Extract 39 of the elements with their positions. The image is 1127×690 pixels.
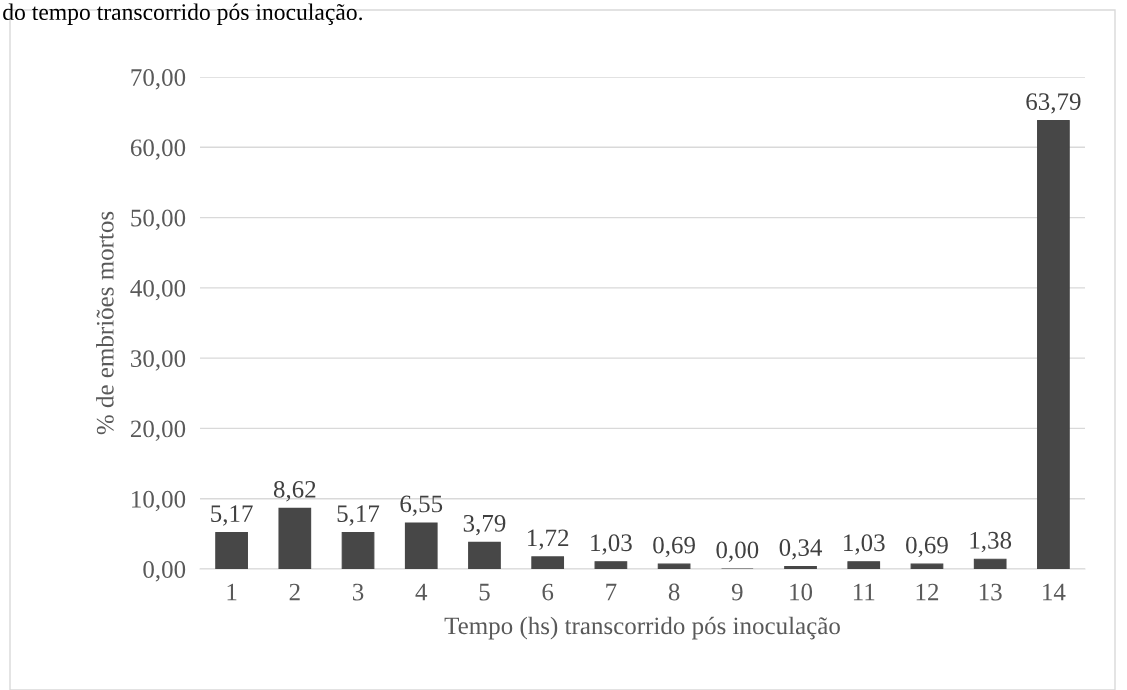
data-label: 6,55 [400,495,443,516]
y-tick-label: 60,00 [130,139,186,160]
y-tick-label: 40,00 [130,279,186,301]
x-tick-label: 5 [479,583,490,601]
data-label: 1,72 [528,529,569,550]
y-tick-label: 50,00 [131,209,186,231]
text: do tempo transcorrido pós inoculação. [3,3,362,25]
data-label: 0,34 [779,539,823,560]
data-label: 0,69 [653,536,695,558]
x-tick-label: 3 [352,583,364,601]
x-tick-label: 14 [1043,583,1066,601]
x-tick-label: 8 [668,583,680,601]
x-tick-label: 10 [790,583,813,601]
x-axis-title: Tempo (hs) transcorrido pós inoculação [444,616,840,640]
y-tick-label: 10,00 [132,490,186,512]
data-label: 8,62 [273,480,316,502]
x-tick-label: 12 [916,583,939,601]
x-tick-label: 7 [606,583,617,601]
x-tick-label: 11 [853,583,875,601]
data-label: 5,17 [211,505,253,526]
data-label: 63,79 [1026,93,1081,114]
y-tick-label: 0,00 [143,561,186,582]
data-label: 1,03 [844,534,885,555]
data-label: 5,17 [337,505,380,526]
y-tick-label: 70,00 [131,69,186,90]
x-tick-label: 4 [415,583,428,601]
data-label: 0,69 [906,536,948,558]
x-tick-label: 2 [289,583,300,601]
x-tick-label: 6 [542,583,554,601]
data-label: 0,00 [716,541,759,562]
data-label: 3,79 [463,514,506,536]
y-axis-title: % de embriões mortos [96,211,114,435]
data-label: 1,38 [970,531,1012,553]
data-label: 1,03 [591,534,632,555]
x-tick-label: 1 [227,583,237,601]
y-tick-label: 30,00 [131,350,186,371]
x-tick-label: 13 [979,583,1002,601]
x-tick-label: 9 [731,583,743,601]
y-tick-label: 20,00 [130,420,186,441]
